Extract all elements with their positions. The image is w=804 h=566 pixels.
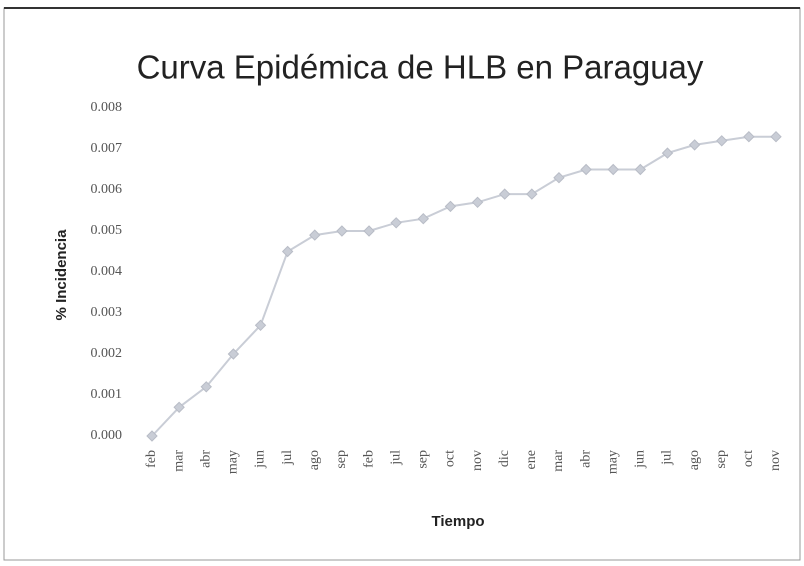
x-tick-label: oct	[741, 450, 756, 467]
marker	[634, 163, 647, 176]
x-tick-label: sep	[416, 450, 431, 469]
marker	[607, 163, 619, 176]
marker	[770, 130, 782, 143]
y-tick-label: 0.001	[91, 387, 123, 402]
x-axis-label: Tiempo	[431, 513, 484, 530]
x-tick-label: abr	[578, 450, 593, 468]
x-tick-label: sep	[334, 450, 349, 469]
y-tick-label: 0.005	[91, 223, 123, 238]
marker	[254, 319, 267, 332]
x-tick-label: jun	[253, 450, 268, 469]
x-tick-label: mar	[171, 450, 186, 472]
y-tick-label: 0.008	[91, 100, 123, 115]
marker	[146, 430, 158, 442]
y-tick-label: 0.006	[91, 182, 123, 197]
marker	[553, 171, 565, 184]
frame	[3, 7, 801, 561]
x-tick-label: nov	[768, 450, 783, 471]
marker	[281, 245, 294, 258]
x-tick-label: feb	[361, 450, 376, 468]
marker	[580, 163, 592, 176]
y-tick-label: 0.007	[91, 141, 123, 156]
x-tick-label: ene	[524, 450, 539, 469]
x-tick-label: jul	[280, 450, 295, 466]
marker	[471, 196, 484, 209]
marker	[716, 135, 728, 147]
y-tick-label: 0.002	[91, 346, 123, 361]
x-tick-label: jul	[660, 450, 675, 466]
x-tick-label: ago	[687, 450, 702, 470]
x-tick-label: may	[605, 450, 620, 474]
marker	[173, 401, 185, 414]
marker	[498, 188, 511, 200]
y-tick-label: 0.000	[91, 428, 123, 443]
x-tick-label: oct	[443, 450, 458, 467]
marker	[417, 212, 430, 225]
marker	[444, 200, 457, 213]
line	[151, 135, 776, 437]
marker	[336, 225, 348, 237]
x-tick-label: sep	[714, 450, 729, 469]
x-tick-label: abr	[198, 450, 213, 468]
marker	[743, 130, 755, 143]
y-tick-label: 0.003	[91, 305, 123, 320]
x-tick-label: ago	[307, 450, 322, 470]
x-tick-label: jul	[388, 450, 403, 466]
marker	[688, 139, 701, 151]
x-tick-label: mar	[551, 450, 566, 472]
marker	[390, 217, 402, 229]
marker	[363, 225, 375, 237]
x-tick-label: feb	[144, 450, 159, 468]
x-tick-label: may	[226, 450, 241, 474]
x-tick-label: jun	[633, 450, 648, 469]
chart-title: Curva Epidémica de HLB en Paraguay	[137, 49, 704, 86]
marker	[227, 348, 240, 360]
marker	[200, 381, 212, 393]
marker	[526, 188, 538, 200]
x-tick-label: dic	[497, 450, 512, 467]
y-tick-label: 0.004	[91, 264, 123, 279]
marker	[309, 229, 321, 241]
y-axis-label: % Incidencia	[53, 229, 70, 321]
x-tick-label: nov	[470, 450, 485, 471]
marker	[661, 147, 674, 159]
